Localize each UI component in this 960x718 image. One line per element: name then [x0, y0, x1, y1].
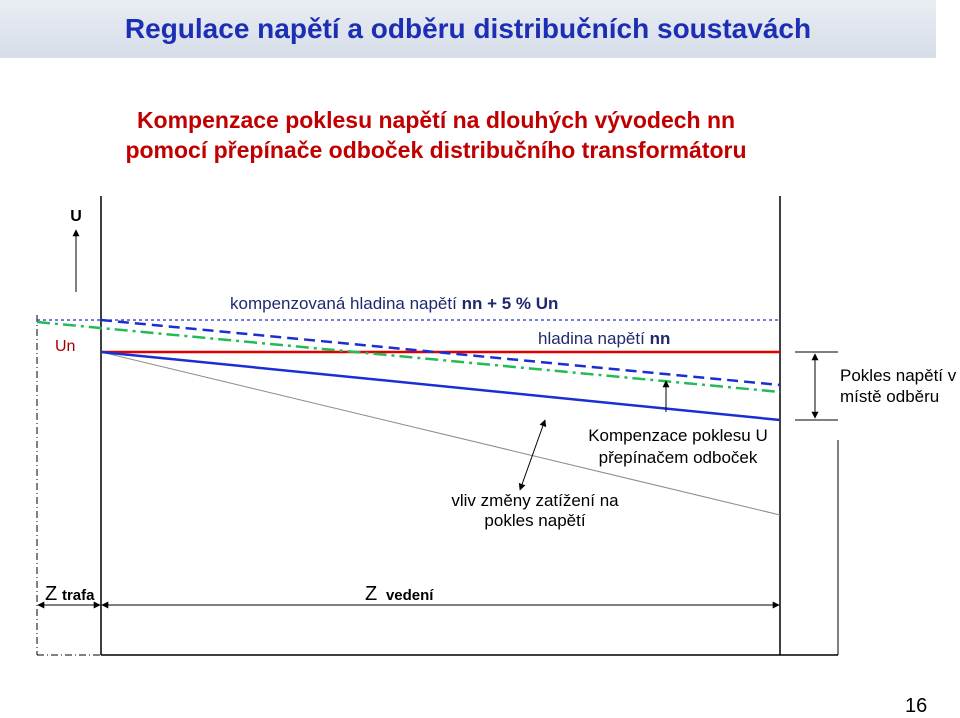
- load-effect-label-line-2: pokles napětí: [484, 511, 585, 530]
- compensated-level-label: kompenzovaná hladina napětí nn + 5 % Un: [230, 294, 558, 313]
- heavy-load-voltage-line: [100, 351, 781, 516]
- load-effect-arrow: [518, 419, 547, 491]
- nominal-voltage-label: Un: [55, 338, 75, 355]
- load-effect-label-line-1: vliv změny zatížení na: [451, 491, 619, 510]
- voltage-axis-label: U: [70, 208, 82, 225]
- subtitle-line-2: pomocí přepínače odboček distribučního t…: [125, 137, 747, 163]
- compensated-voltage-line: [100, 318, 781, 387]
- nominal-level-emphasis: nn: [650, 329, 671, 348]
- tap-compensation-label-line-2: přepínačem odboček: [599, 448, 758, 467]
- nominal-level-label: hladina napětí nn: [538, 329, 670, 348]
- subtitle-line-1: Kompenzace poklesu napětí na dlouhých vý…: [136, 107, 736, 133]
- voltage-drop-label-line-2: místě odběru: [840, 387, 939, 406]
- line-impedance-subscript: vedení: [386, 587, 434, 604]
- tap-compensation-label-line-1: Kompenzace poklesu U: [588, 426, 768, 445]
- uncompensated-voltage-line: [100, 350, 781, 422]
- title-bar: Regulace napětí a odběru distribučních s…: [0, 0, 936, 58]
- nominal-level-text: hladina napětí: [538, 329, 645, 348]
- page-number: 16: [905, 695, 928, 717]
- compensated-level-emphasis: nn + 5 % Un: [462, 294, 559, 313]
- compensated-voltage-dashdot-line: [36, 320, 781, 394]
- line-impedance-label: Z vedení: [365, 583, 434, 605]
- slide-subtitle: Kompenzace poklesu napětí na dlouhých vý…: [0, 105, 872, 165]
- voltage-drop-label-line-1: Pokles napětí v: [840, 366, 957, 385]
- line-impedance-symbol: Z: [365, 583, 377, 605]
- transformer-impedance-subscript: trafa: [62, 587, 95, 604]
- compensated-level-text: kompenzovaná hladina napětí: [230, 294, 457, 313]
- slide-title: Regulace napětí a odběru distribučních s…: [124, 13, 812, 44]
- transformer-impedance-symbol: Z: [45, 583, 57, 605]
- transformer-impedance-label: Z trafa: [45, 583, 95, 605]
